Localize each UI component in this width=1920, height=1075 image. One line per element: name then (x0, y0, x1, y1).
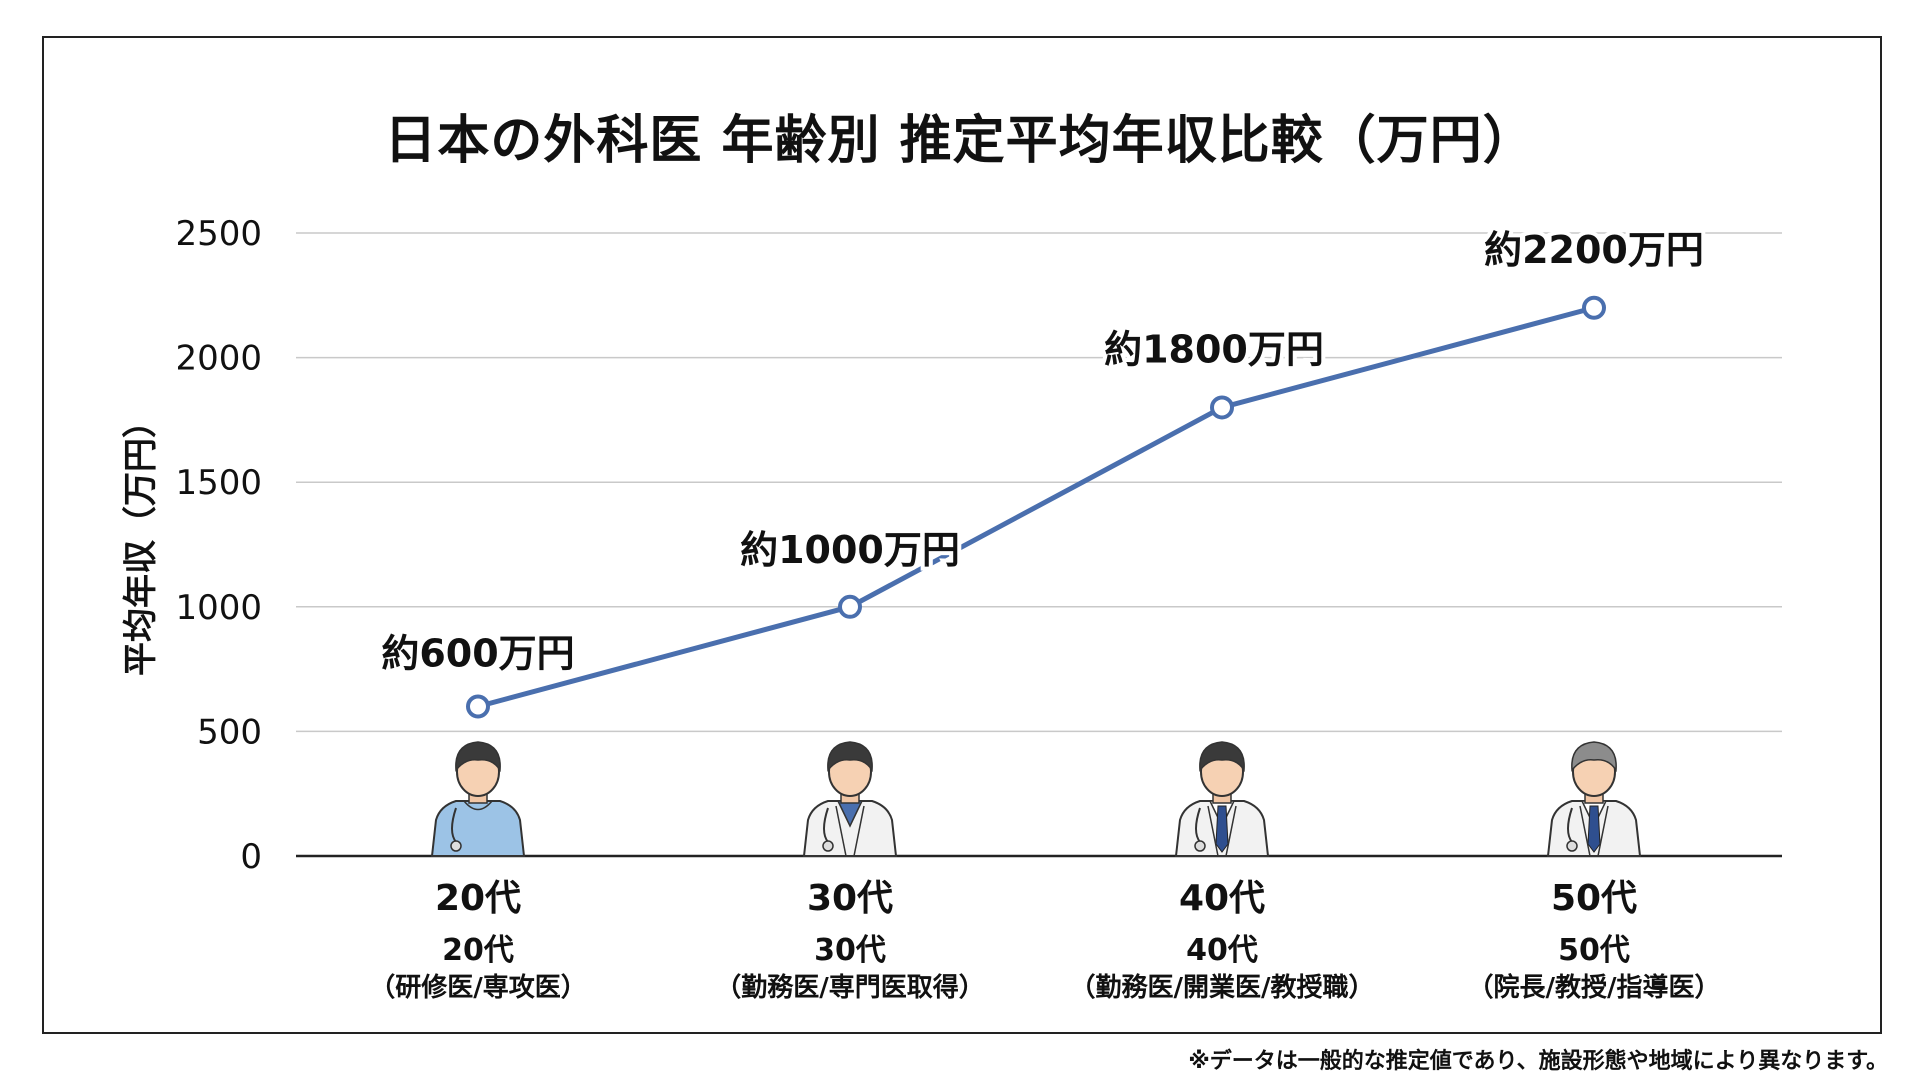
x-sublabel-role: （研修医/専攻医） (369, 972, 587, 1003)
x-sublabel-age: 40代 (1186, 933, 1258, 968)
y-tick-label: 1500 (175, 463, 262, 503)
data-point (1210, 395, 1234, 420)
data-point (1582, 295, 1606, 320)
y-tick-label: 2500 (175, 214, 262, 254)
doctor-young-scrubs-icon (430, 741, 526, 857)
x-tick-label: 30代 (807, 878, 893, 919)
data-point (838, 594, 862, 619)
x-sublabel-age: 20代 (442, 933, 514, 968)
doctor-icon (802, 741, 898, 857)
y-tick-label: 500 (197, 712, 262, 752)
x-sublabel-role: （勤務医/専門医取得） (715, 973, 985, 1003)
x-tick-label: 50代 (1551, 878, 1637, 919)
y-tick-label: 1000 (175, 588, 262, 628)
chart-frame (42, 36, 1882, 1034)
y-tick-label: 2000 (175, 339, 262, 379)
x-tick-label: 40代 (1179, 878, 1265, 919)
footnote: ※データは一般的な推定値であり、施設形態や地域により異なります。 (1188, 1049, 1888, 1074)
doctor-gray-hair-icon (1546, 741, 1642, 857)
y-axis-label: 平均年収（万円） (121, 404, 161, 676)
y-tick-label: 0 (240, 837, 262, 877)
x-sublabel-role: （勤務医/開業医/教授職） (1070, 973, 1375, 1003)
x-sublabel-age: 30代 (814, 933, 886, 968)
x-tick-label: 20代 (435, 878, 521, 919)
chart-title: 日本の外科医 年齢別 推定平均年収比較（万円） (384, 111, 1536, 171)
doctor-tie-icon (1174, 741, 1270, 857)
x-sublabel-age: 50代 (1558, 933, 1630, 968)
series-line (477, 305, 1595, 709)
data-label: 約1000万円 (740, 528, 960, 572)
data-point (466, 694, 490, 719)
data-label: 約2200万円 (1484, 228, 1704, 272)
data-label: 約600万円 (381, 631, 574, 675)
data-label: 約1800万円 (1104, 327, 1324, 371)
x-sublabel-role: （院長/教授/指導医） (1468, 972, 1721, 1003)
